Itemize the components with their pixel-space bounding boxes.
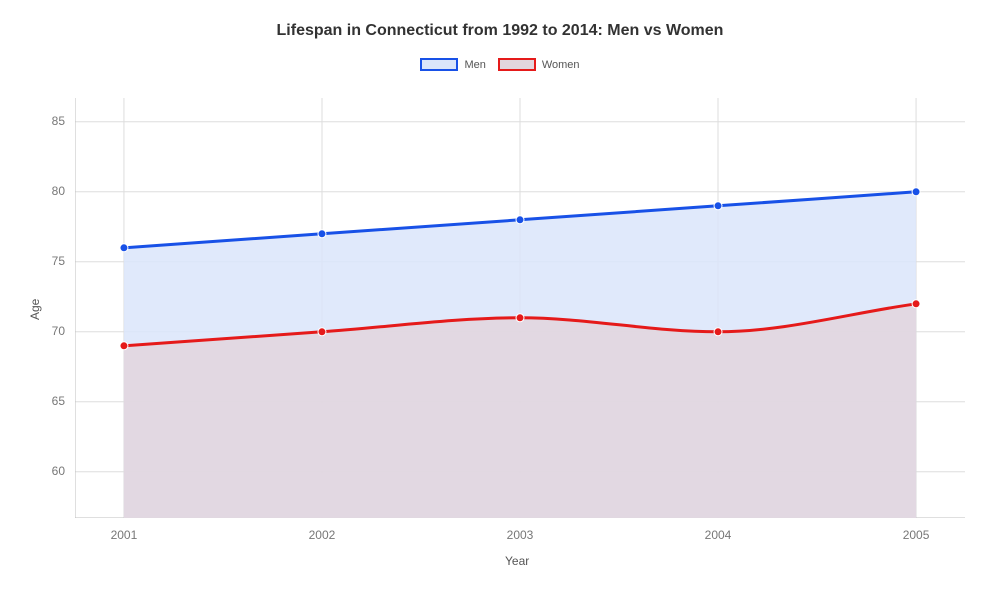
x-tick-label: 2003 [500, 528, 540, 542]
x-tick-label: 2002 [302, 528, 342, 542]
chart-container: Lifespan in Connecticut from 1992 to 201… [0, 0, 1000, 600]
x-tick-label: 2004 [698, 528, 738, 542]
legend-item-men: Men [420, 58, 485, 71]
legend-swatch-women [498, 58, 536, 71]
y-tick-label: 75 [52, 254, 65, 268]
legend-swatch-men [420, 58, 458, 71]
plot-area [75, 98, 965, 518]
x-tick-label: 2001 [104, 528, 144, 542]
y-tick-label: 65 [52, 394, 65, 408]
y-tick-label: 70 [52, 324, 65, 338]
legend: Men Women [0, 58, 1000, 71]
chart-title: Lifespan in Connecticut from 1992 to 201… [0, 0, 1000, 40]
x-tick-label: 2005 [896, 528, 936, 542]
legend-item-women: Women [498, 58, 580, 71]
y-axis-label: Age [28, 299, 42, 320]
legend-label-women: Women [542, 59, 580, 71]
y-tick-label: 60 [52, 464, 65, 478]
y-tick-label: 85 [52, 114, 65, 128]
x-axis-label: Year [505, 554, 529, 568]
legend-label-men: Men [464, 59, 485, 71]
y-tick-label: 80 [52, 184, 65, 198]
